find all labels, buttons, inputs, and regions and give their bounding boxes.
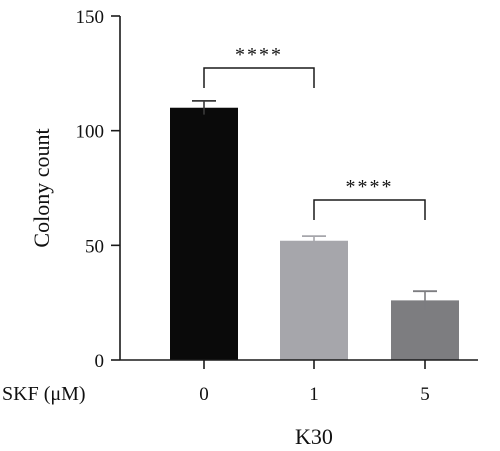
x-tick-label: 5 [420, 384, 430, 405]
x-tick-label: 1 [309, 384, 319, 405]
y-tick-label: 150 [76, 7, 105, 28]
error-bars-group [192, 99, 437, 310]
y-axis-title: Colony count [29, 128, 54, 247]
x-axis-title: K30 [295, 424, 333, 449]
significance-bracket [203, 67, 315, 88]
bar [280, 240, 348, 360]
bar [170, 107, 238, 360]
y-ticks-group: 0 50 100 150 [76, 7, 120, 372]
significance-label: **** [346, 176, 394, 198]
y-tick-label: 100 [76, 122, 105, 143]
axes-group [119, 16, 478, 361]
significance-bracket [313, 199, 426, 220]
significance-label: **** [235, 44, 283, 66]
y-tick-label: 0 [95, 351, 105, 372]
bar [391, 300, 459, 360]
significance-group: **** **** [203, 44, 426, 220]
x-ticks-group: 0 1 5 [199, 360, 430, 405]
bars-group [170, 107, 459, 360]
y-tick-label: 50 [85, 236, 104, 257]
skf-row-label: SKF (μM) [2, 383, 86, 405]
x-tick-label: 0 [199, 384, 209, 405]
